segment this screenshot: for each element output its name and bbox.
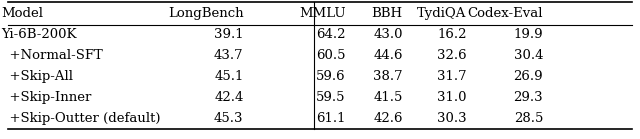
Text: 30.3: 30.3 xyxy=(437,112,467,125)
Text: 28.5: 28.5 xyxy=(514,112,543,125)
Text: Codex-Eval: Codex-Eval xyxy=(468,8,543,20)
Text: LongBench: LongBench xyxy=(168,8,244,20)
Text: 60.5: 60.5 xyxy=(316,49,346,62)
Text: 59.6: 59.6 xyxy=(316,70,346,83)
Text: BBH: BBH xyxy=(372,8,403,20)
Text: 41.5: 41.5 xyxy=(374,91,403,104)
Text: 38.7: 38.7 xyxy=(373,70,403,83)
Text: +Normal-SFT: +Normal-SFT xyxy=(1,49,103,62)
Text: 44.6: 44.6 xyxy=(373,49,403,62)
Text: 45.1: 45.1 xyxy=(214,70,244,83)
Text: 29.3: 29.3 xyxy=(513,91,543,104)
Text: +Skip-All: +Skip-All xyxy=(1,70,74,83)
Text: Yi-6B-200K: Yi-6B-200K xyxy=(1,28,77,41)
Text: 64.2: 64.2 xyxy=(316,28,346,41)
Text: 43.0: 43.0 xyxy=(373,28,403,41)
Text: 42.4: 42.4 xyxy=(214,91,244,104)
Text: 42.6: 42.6 xyxy=(373,112,403,125)
Text: 59.5: 59.5 xyxy=(316,91,346,104)
Text: 32.6: 32.6 xyxy=(437,49,467,62)
Text: +Skip-Inner: +Skip-Inner xyxy=(1,91,92,104)
Text: 31.0: 31.0 xyxy=(437,91,467,104)
Text: +Skip-Outter (default): +Skip-Outter (default) xyxy=(1,112,161,125)
Text: 26.9: 26.9 xyxy=(513,70,543,83)
Text: MMLU: MMLU xyxy=(299,8,346,20)
Text: 19.9: 19.9 xyxy=(513,28,543,41)
Text: 61.1: 61.1 xyxy=(316,112,346,125)
Text: 43.7: 43.7 xyxy=(214,49,244,62)
Text: 30.4: 30.4 xyxy=(513,49,543,62)
Text: 45.3: 45.3 xyxy=(214,112,244,125)
Text: 31.7: 31.7 xyxy=(437,70,467,83)
Text: Model: Model xyxy=(1,8,44,20)
Text: 39.1: 39.1 xyxy=(214,28,244,41)
Text: TydiQA: TydiQA xyxy=(417,8,467,20)
Text: 16.2: 16.2 xyxy=(437,28,467,41)
